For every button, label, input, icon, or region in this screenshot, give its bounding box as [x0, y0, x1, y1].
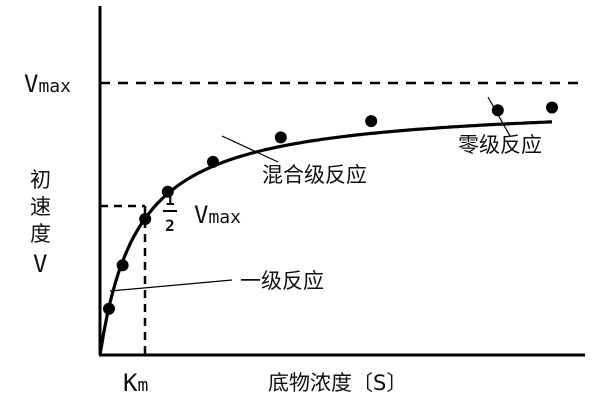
mixed-order-leader: [221, 135, 279, 163]
data-point-7: [491, 104, 504, 117]
data-point-1: [116, 259, 129, 272]
svg-text:V: V: [33, 250, 47, 278]
data-point-3: [161, 185, 174, 198]
first-order-leader: [109, 279, 233, 292]
data-point-5: [274, 131, 287, 144]
x-axis-label: 底物浓度〔S〕: [268, 371, 407, 395]
series-points: [103, 101, 558, 315]
annotation-zero-order: 零级反应: [458, 133, 542, 157]
svg-text:初: 初: [30, 168, 51, 192]
data-point-2: [139, 213, 152, 225]
data-point-0: [103, 302, 115, 315]
km-label: Km: [123, 369, 148, 397]
svg-text:Vmax: Vmax: [194, 201, 241, 229]
series-curve: [98, 120, 553, 356]
vmax-label: Vmax: [24, 70, 71, 98]
svg-text:速: 速: [30, 195, 51, 219]
data-point-6: [365, 115, 378, 128]
annotation-first-order: 一级反应: [240, 269, 324, 293]
zero-order-leader: [487, 96, 511, 137]
data-point-4: [207, 155, 219, 168]
annotation-mixed-order: 混合级反应: [262, 163, 367, 187]
svg-text:1: 1: [165, 190, 175, 209]
data-point-8: [546, 101, 558, 114]
y-axis-label: 初 速 度 V: [30, 168, 51, 278]
half-vmax-label: 1 2 Vmax: [163, 190, 241, 235]
svg-text:2: 2: [165, 216, 175, 235]
svg-text:度: 度: [30, 222, 51, 246]
